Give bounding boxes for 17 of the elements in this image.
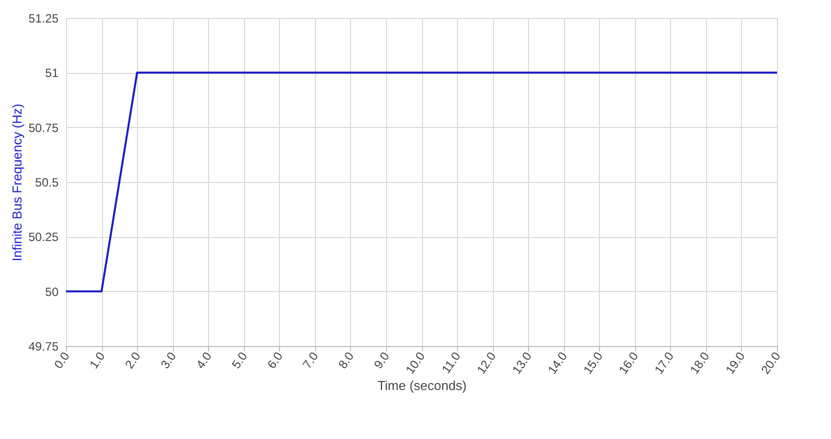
- y-tick-label: 50.25: [28, 230, 59, 244]
- x-tick-label: 4.0: [193, 349, 215, 372]
- x-tick-label: 5.0: [228, 349, 250, 372]
- x-tick-label: 9.0: [371, 349, 392, 372]
- x-tick-label: 8.0: [336, 349, 357, 372]
- x-tick-label: 3.0: [158, 349, 180, 372]
- y-axis-title: Infinite Bus Frequency (Hz): [9, 104, 24, 262]
- y-tick-label: 50: [45, 284, 59, 299]
- y-tick-label: 51.25: [28, 12, 59, 26]
- y-tick-label: 50.5: [35, 176, 59, 190]
- x-axis-title: Time (seconds): [377, 378, 467, 394]
- y-tick-label: 51: [45, 66, 59, 80]
- x-tick-label: 6.0: [264, 349, 286, 372]
- x-tick-label: 1.0: [86, 349, 108, 372]
- y-tick-label: 50.75: [28, 120, 59, 135]
- x-tick-label: 7.0: [300, 349, 322, 372]
- x-tick-label: 2.0: [122, 349, 144, 372]
